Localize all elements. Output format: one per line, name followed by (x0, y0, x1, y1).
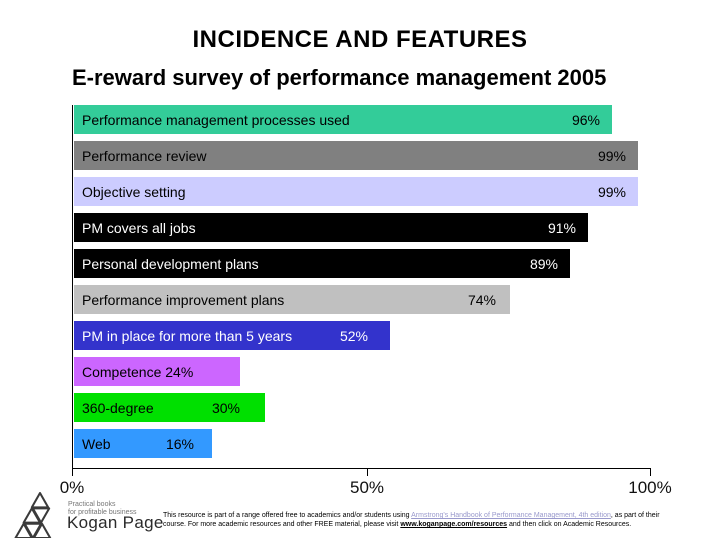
bar-row: Personal development plans 89% (74, 249, 570, 278)
bar-label: 360-degree (82, 399, 154, 416)
bar-label: Performance improvement plans (82, 291, 285, 308)
axis-tick-label-0: 0% (59, 478, 85, 497)
note-text: , as part of their (610, 512, 660, 519)
resources-link[interactable]: www.koganpage.com/resources (400, 521, 508, 528)
bar-row: Performance review 99% (74, 141, 638, 170)
footer-note-line1: This resource is part of a range offered… (163, 511, 713, 520)
logo-tagline: Practical books for profitable business (68, 501, 136, 516)
axis-tick-label-50: 50% (349, 478, 385, 497)
axis-tick-label-100: 100% (628, 478, 672, 497)
logo-tagline-line1: Practical books (68, 501, 116, 508)
bar-row: PM in place for more than 5 years 52% (74, 321, 390, 350)
slide-title: INCIDENCE AND FEATURES (192, 26, 528, 53)
footer-note: This resource is part of a range offered… (163, 511, 713, 529)
logo-name: Kogan Page (67, 513, 164, 532)
logo-tagline-line2: for profitable business (68, 508, 137, 516)
bar-label: Web (82, 435, 111, 452)
axis-tick-100 (650, 468, 651, 476)
bar-value: 16% (165, 435, 194, 452)
bar-value: 52% (339, 327, 368, 344)
bar-value: 74% (467, 291, 496, 308)
bar-row: Objective setting 99% (74, 177, 638, 206)
bar-label: PM in place for more than 5 years (82, 327, 293, 344)
bar-value: 99% (597, 183, 626, 200)
bar-value: 99% (597, 147, 626, 164)
note-text: This resource is part of a range offered… (163, 512, 412, 519)
bar-label: PM covers all jobs (82, 219, 196, 236)
note-text: course. For more academic resources and … (163, 521, 401, 528)
bar-label: Objective setting (82, 183, 186, 200)
bar-value: 96% (571, 111, 600, 128)
bar-row: Performance management processes used 96% (74, 105, 612, 134)
y-axis-line (72, 105, 73, 468)
bar-row: Competence 24% (74, 357, 240, 386)
footer-note-line2: course. For more academic resources and … (163, 520, 713, 529)
bar-row: 360-degree 30% (74, 393, 265, 422)
axis-tick-50 (367, 468, 368, 476)
bar-row: PM covers all jobs 91% (74, 213, 588, 242)
x-axis-line (72, 468, 651, 469)
bar-label: Performance review (82, 147, 207, 164)
slide-subtitle: E-reward survey of performance managemen… (72, 65, 607, 90)
kogan-page-logo-icon (13, 491, 67, 540)
bar-value: 91% (547, 219, 576, 236)
axis-tick-0 (72, 468, 73, 476)
bar-value: 89% (529, 255, 558, 272)
bar-label: Competence 24% (82, 363, 194, 380)
note-text: and then click on Academic Resources. (507, 521, 632, 528)
bar-row: Performance improvement plans 74% (74, 285, 510, 314)
bar-row: Web 16% (74, 429, 212, 458)
bar-label: Performance management processes used (82, 111, 350, 128)
bar-label: Personal development plans (82, 255, 259, 272)
bar-value: 30% (211, 399, 240, 416)
handbook-link[interactable]: Armstrong's Handbook of Performance Mana… (411, 512, 611, 519)
